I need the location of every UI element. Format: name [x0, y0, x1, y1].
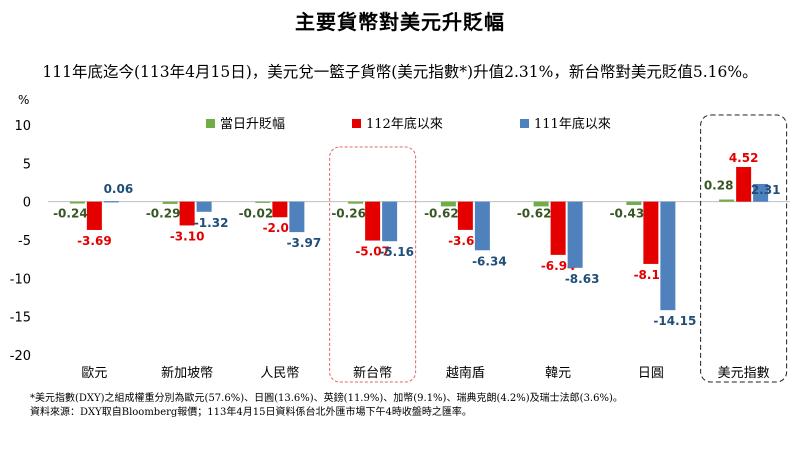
- data-label: 4.52: [729, 151, 759, 165]
- bar-新台幣-當日升貶幅: [348, 201, 364, 204]
- bar-人民幣-112年底以來: [272, 201, 288, 218]
- y-tick-label: -20: [10, 349, 31, 364]
- y-tick-label: 10: [14, 119, 31, 134]
- bar-歐元-當日升貶幅: [69, 201, 85, 204]
- legend-label: 當日升貶幅: [220, 117, 285, 132]
- data-label: -1.32: [194, 216, 229, 230]
- x-category-label: 韓元: [545, 366, 571, 381]
- legend-label: 111年底以來: [534, 116, 611, 132]
- bar-韓元-111年底以來: [567, 201, 583, 268]
- bar-歐元-112年底以來: [86, 201, 102, 230]
- data-label: 0.28: [704, 179, 734, 193]
- data-label: -3.10: [170, 229, 205, 243]
- x-category-label: 日圓: [638, 366, 664, 381]
- data-label: -5.16: [379, 245, 414, 259]
- data-label: -0.02: [239, 207, 274, 221]
- legend-swatch: [352, 119, 361, 128]
- data-label: -8.63: [565, 272, 600, 286]
- bar-韓元-當日升貶幅: [533, 201, 549, 207]
- data-label: -6.94: [541, 259, 576, 273]
- x-category-label: 人民幣: [260, 366, 299, 381]
- y-tick-label: 5: [23, 157, 31, 172]
- bar-韓元-112年底以來: [550, 201, 566, 255]
- x-category-label: 新台幣: [353, 365, 392, 381]
- y-tick-label: -10: [10, 272, 31, 287]
- y-tick-label: -5: [18, 234, 31, 249]
- data-label: -0.26: [331, 207, 366, 221]
- data-label: 2.31: [751, 183, 781, 197]
- y-tick-label: 0: [23, 196, 31, 211]
- bar-美元指數-111年底以來: [753, 183, 769, 202]
- y-tick-label: -15: [10, 311, 31, 326]
- x-category-label: 歐元: [81, 366, 107, 381]
- data-label: -0.62: [424, 207, 459, 221]
- legend-swatch: [206, 119, 215, 128]
- bar-越南盾-當日升貶幅: [440, 201, 456, 207]
- bar-新加坡幣-111年底以來: [196, 201, 212, 212]
- highlight-box-twd: [329, 146, 417, 383]
- footnote-source: 資料來源：DXY取自Bloomberg報價；113年4月15日資料係台北外匯市場…: [30, 407, 472, 418]
- data-label: -14.15: [653, 314, 696, 328]
- bar-新加坡幣-112年底以來: [179, 201, 195, 226]
- data-label: -5.07: [355, 245, 390, 259]
- bar-日圓-111年底以來: [660, 201, 676, 311]
- data-label: 0.06: [104, 182, 134, 196]
- bar-人民幣-111年底以來: [289, 201, 305, 233]
- legend-swatch: [520, 119, 529, 128]
- data-label: -8.12: [634, 268, 669, 282]
- legend-label: 112年底以來: [366, 116, 443, 132]
- data-label: -3.97: [287, 236, 322, 250]
- data-label: -3.69: [77, 234, 112, 248]
- x-category-label: 美元指數: [718, 366, 770, 381]
- y-axis-unit-label: %: [18, 93, 29, 107]
- x-category-label: 越南盾: [446, 365, 485, 381]
- bar-日圓-當日升貶幅: [626, 201, 642, 205]
- bar-歐元-111年底以來: [103, 201, 119, 203]
- bar-越南盾-111年底以來: [474, 201, 490, 251]
- highlight-box-dxy: [700, 114, 788, 383]
- data-label: -0.29: [146, 207, 181, 221]
- bar-日圓-112年底以來: [643, 201, 659, 264]
- chart-title: 主要貨幣對美元升貶幅: [295, 10, 505, 34]
- bar-新加坡幣-當日升貶幅: [162, 201, 178, 204]
- bar-美元指數-當日升貶幅: [719, 199, 735, 202]
- data-label: -0.62: [517, 207, 552, 221]
- data-label: -6.34: [472, 254, 507, 268]
- data-label: -2.03: [263, 221, 298, 235]
- chart-subtitle: 111年底迄今(113年4月15日)，美元兌一籃子貨幣(美元指數*)升值2.31…: [42, 63, 758, 81]
- bar-新台幣-112年底以來: [365, 201, 381, 241]
- data-label: -0.43: [610, 207, 645, 221]
- x-category-label: 新加坡幣: [161, 365, 213, 381]
- data-label: -3.68: [448, 234, 483, 248]
- bar-新台幣-111年底以來: [382, 201, 398, 242]
- bar-人民幣-當日升貶幅: [255, 201, 271, 203]
- footnotes: *美元指數(DXY)之組成權重分別為歐元(57.6%)、日圓(13.6%)、英鎊…: [30, 392, 623, 420]
- bar-越南盾-112年底以來: [457, 201, 473, 230]
- footnote-weights: *美元指數(DXY)之組成權重分別為歐元(57.6%)、日圓(13.6%)、英鎊…: [30, 393, 623, 404]
- data-label: -0.24: [53, 207, 88, 221]
- bar-美元指數-112年底以來: [736, 167, 752, 202]
